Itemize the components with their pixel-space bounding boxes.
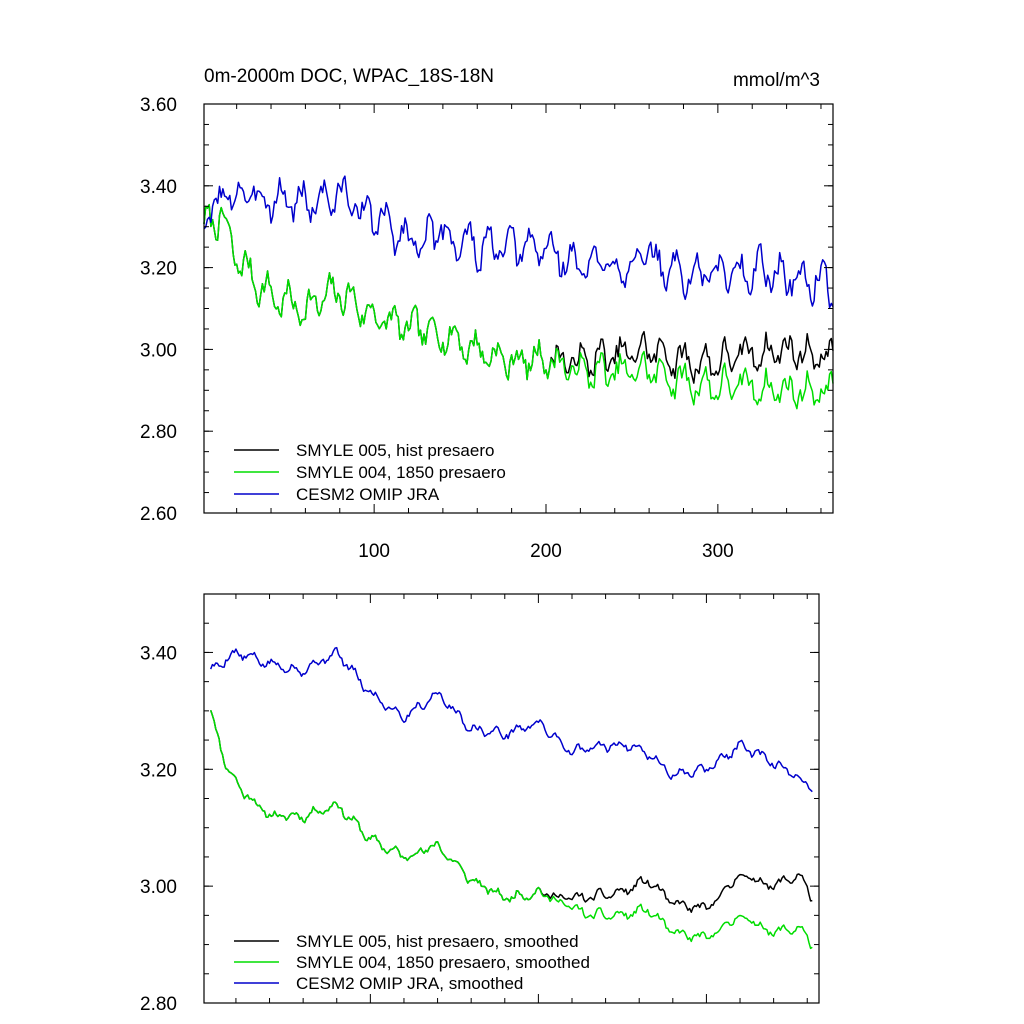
legend-label: SMYLE 004, 1850 presaero xyxy=(296,463,506,482)
y-tick-label: 3.40 xyxy=(140,177,177,198)
y-tick-label: 2.80 xyxy=(140,994,177,1015)
y-tick-label: 3.60 xyxy=(140,95,177,116)
series-line-1-2 xyxy=(209,646,813,793)
y-tick-label: 3.20 xyxy=(140,259,177,280)
legend-label: CESM2 OMIP JRA xyxy=(296,485,440,504)
bottom-panel: 2.80 3.00 3.20 3.40 SMYLE 005, hist presaer… xyxy=(140,593,820,1015)
bottom-panel-legend: SMYLE 005, hist presaero, smoothed SMYLE … xyxy=(234,932,590,993)
series-line-1-1 xyxy=(209,710,813,950)
series-line-1-0 xyxy=(209,710,813,913)
legend-label: CESM2 OMIP JRA, smoothed xyxy=(296,974,523,993)
top-panel: 0m-2000m DOC, WPAC_18S-18N mmol/m^3 2.60… xyxy=(140,66,834,562)
top-panel-ticks: 2.60 2.80 3.00 3.20 3.40 3.60 100 200 300 xyxy=(140,95,833,562)
top-panel-title: 0m-2000m DOC, WPAC_18S-18N xyxy=(204,66,494,87)
x-tick-label: 300 xyxy=(702,541,734,562)
y-tick-label: 3.40 xyxy=(140,643,177,664)
legend-label: SMYLE 004, 1850 presaero, smoothed xyxy=(296,953,590,972)
x-tick-label: 200 xyxy=(530,541,562,562)
bottom-panel-ticks: 2.80 3.00 3.20 3.40 xyxy=(140,593,819,1015)
legend-label: SMYLE 005, hist presaero xyxy=(296,441,494,460)
series-line-0-1 xyxy=(203,203,834,410)
y-tick-label: 3.00 xyxy=(140,877,177,898)
y-tick-label: 2.60 xyxy=(140,504,177,525)
legend-label: SMYLE 005, hist presaero, smoothed xyxy=(296,932,579,951)
y-tick-label: 3.00 xyxy=(140,340,177,361)
top-panel-series xyxy=(203,175,834,410)
y-tick-label: 3.20 xyxy=(140,760,177,781)
y-tick-label: 2.80 xyxy=(140,422,177,443)
series-line-0-2 xyxy=(203,175,834,309)
bottom-panel-series xyxy=(209,646,813,950)
top-panel-legend: SMYLE 005, hist presaero SMYLE 004, 1850 … xyxy=(234,441,506,504)
x-tick-label: 100 xyxy=(358,541,390,562)
top-panel-units: mmol/m^3 xyxy=(733,70,820,91)
